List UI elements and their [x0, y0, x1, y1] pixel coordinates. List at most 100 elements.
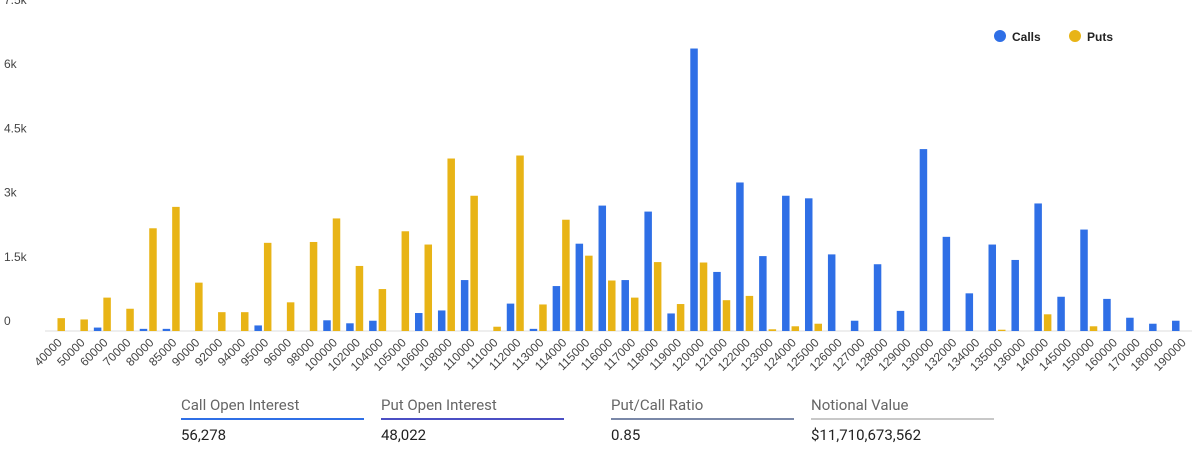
bar [562, 219, 570, 331]
bar [1080, 229, 1088, 331]
bar [355, 265, 364, 331]
bar [736, 182, 744, 331]
bar [722, 300, 731, 331]
stat-label: Notional Value [811, 396, 909, 414]
stat: Notional Value $11,710,673,562 [811, 392, 994, 444]
legend-label: Calls [1012, 30, 1041, 44]
bar [598, 205, 607, 331]
bar [506, 303, 515, 331]
bar [621, 280, 629, 331]
bar [1089, 326, 1098, 331]
bar [667, 313, 675, 331]
bar [493, 326, 501, 331]
bar [80, 319, 88, 331]
bar [1103, 298, 1111, 331]
bar [965, 293, 974, 331]
bar [814, 323, 822, 331]
bar [850, 320, 859, 331]
bar [263, 242, 272, 331]
bar [1057, 296, 1065, 331]
bar [139, 328, 148, 331]
stat-value: 56,278 [181, 426, 227, 444]
stat-underline [811, 418, 994, 420]
bar [378, 289, 387, 331]
bar [608, 280, 616, 331]
bar [415, 313, 423, 331]
bar [195, 282, 203, 331]
bar [424, 244, 433, 331]
bar [575, 243, 584, 331]
bar [437, 310, 446, 331]
y-tick-label: 0 [4, 314, 11, 328]
bar [323, 320, 331, 331]
bar [539, 304, 547, 331]
bar [782, 195, 790, 331]
bar [873, 264, 882, 331]
bar [172, 206, 180, 331]
bar [57, 318, 65, 331]
bar [126, 308, 134, 331]
stat-label: Put/Call Ratio [611, 396, 704, 414]
bar [93, 327, 102, 331]
bar [713, 271, 721, 331]
bar [162, 328, 171, 331]
bar [1011, 259, 1019, 331]
bar [346, 323, 354, 331]
stat: Call Open Interest 56,278 [181, 392, 364, 444]
bar [529, 328, 538, 331]
bar [1126, 317, 1134, 331]
legend-marker [1069, 30, 1081, 42]
bar [759, 256, 767, 331]
stat-value: $11,710,673,562 [811, 426, 922, 444]
stat-underline [611, 418, 794, 420]
y-tick-label: 7.5k [4, 0, 28, 7]
bar [309, 241, 318, 331]
bar [369, 320, 377, 331]
bar [1172, 320, 1180, 331]
bar [804, 198, 813, 331]
stat-value: 48,022 [381, 426, 427, 444]
bar [768, 329, 777, 331]
bar [896, 310, 905, 331]
stat: Put Open Interest 48,022 [381, 392, 564, 444]
stat-label: Put Open Interest [381, 396, 497, 414]
stat-underline [181, 418, 364, 420]
bar [699, 262, 708, 331]
bar [254, 325, 262, 331]
bar [998, 329, 1006, 331]
bar [653, 262, 662, 331]
bar [942, 236, 951, 331]
bar [470, 195, 478, 331]
stat-value: 0.85 [611, 426, 641, 444]
bar [919, 149, 928, 331]
bar [630, 297, 639, 331]
bar [988, 244, 997, 331]
bar [676, 304, 685, 331]
bar [460, 280, 469, 331]
bar [690, 48, 698, 332]
bar [1149, 323, 1157, 331]
y-tick-label: 4.5k [4, 121, 28, 135]
bar [401, 231, 410, 331]
bar [552, 286, 561, 331]
bar [332, 218, 341, 331]
bar [240, 312, 249, 331]
y-tick-label: 3k [4, 186, 18, 200]
legend-label: Puts [1087, 30, 1113, 44]
legend-marker [994, 30, 1006, 42]
bar [516, 155, 524, 331]
bar [644, 211, 652, 331]
y-tick-label: 6k [4, 57, 18, 71]
bar [286, 302, 295, 331]
bar [447, 158, 455, 331]
bar [1043, 314, 1052, 331]
y-tick-label: 1.5k [4, 250, 28, 264]
bar [149, 228, 157, 331]
bar [1034, 203, 1042, 331]
stat: Put/Call Ratio 0.85 [611, 392, 794, 444]
bar [103, 297, 111, 331]
chart: 01.5k3k4.5k6k7.5k40000500006000070000800… [4, 0, 1192, 374]
bar [791, 326, 800, 331]
bar [745, 295, 754, 331]
